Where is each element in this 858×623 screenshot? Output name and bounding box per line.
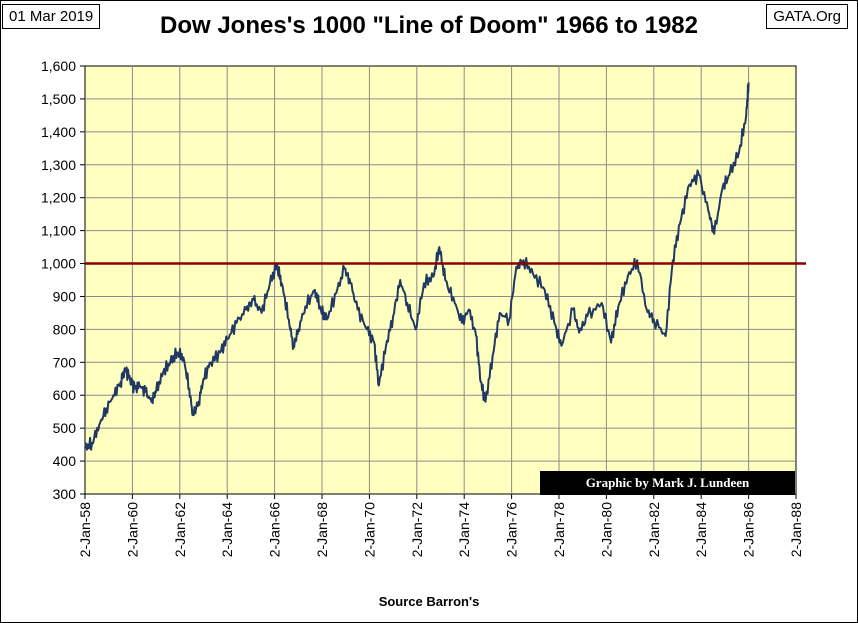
plot-area xyxy=(84,65,797,495)
x-tick-label: 2-Jan-62 xyxy=(172,502,188,557)
y-tick-label: 600 xyxy=(53,387,77,403)
y-tick-label: 1,300 xyxy=(41,157,76,173)
y-tick-label: 1,100 xyxy=(41,223,76,239)
x-tick-label: 2-Jan-86 xyxy=(741,502,757,557)
y-tick-label: 700 xyxy=(53,354,77,370)
y-tick-label: 500 xyxy=(53,420,77,436)
x-tick-label: 2-Jan-80 xyxy=(598,502,614,557)
y-tick-label: 1,400 xyxy=(41,124,76,140)
y-axis: 300 400 500 600 700 800 900 1,000 1,100 1,200 1,30… xyxy=(41,58,85,502)
x-tick-label: 2-Jan-66 xyxy=(267,502,283,557)
y-tick-label: 800 xyxy=(53,321,77,337)
x-tick-label: 2-Jan-68 xyxy=(314,502,330,557)
credit-label: Graphic by Mark J. Lundeen xyxy=(540,471,795,495)
x-tick-label: 2-Jan-58 xyxy=(77,502,93,557)
y-tick-label: 1,500 xyxy=(41,91,76,107)
x-tick-label: 2-Jan-88 xyxy=(788,502,804,557)
chart-title: Dow Jones's 1000 "Line of Doom" 1966 to … xyxy=(160,12,698,39)
x-tick-label: 2-Jan-84 xyxy=(693,502,709,557)
x-axis: 2-Jan-58 2-Jan-60 2-Jan-62 2-Jan-64 2-Jan-66… xyxy=(77,494,804,557)
site-label: GATA.Org xyxy=(766,4,848,29)
y-tick-label: 1,000 xyxy=(41,256,76,272)
x-tick-label: 2-Jan-76 xyxy=(504,502,520,557)
y-tick-label: 1,600 xyxy=(41,58,76,74)
source-label: Source Barron's xyxy=(378,594,480,609)
y-tick-label: 400 xyxy=(53,453,77,469)
x-tick-label: 2-Jan-74 xyxy=(456,502,472,557)
y-tick-label: 300 xyxy=(53,486,77,502)
x-tick-label: 2-Jan-82 xyxy=(646,502,662,557)
date-label: 01 Mar 2019 xyxy=(2,4,101,29)
y-tick-label: 1,200 xyxy=(41,190,76,206)
dow-series-line xyxy=(84,82,750,451)
x-tick-label: 2-Jan-64 xyxy=(219,502,235,557)
x-tick-label: 2-Jan-70 xyxy=(361,502,377,557)
x-tick-label: 2-Jan-78 xyxy=(551,502,567,557)
x-tick-label: 2-Jan-60 xyxy=(124,502,140,557)
y-tick-label: 900 xyxy=(53,288,77,304)
x-tick-label: 2-Jan-72 xyxy=(409,502,425,557)
